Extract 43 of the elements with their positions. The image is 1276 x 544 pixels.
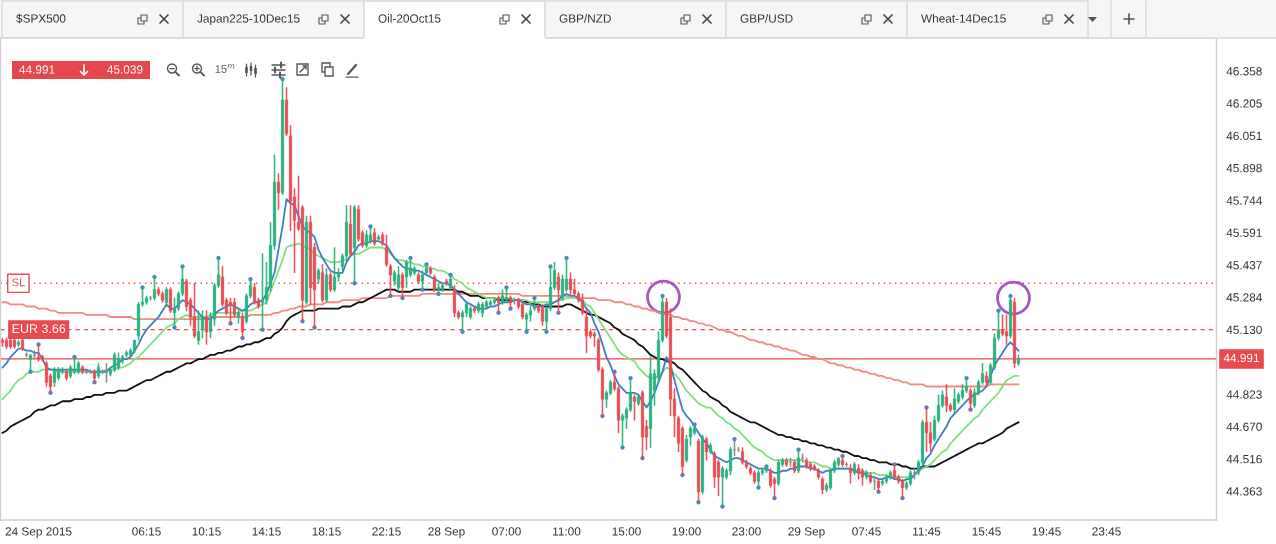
x-tick-label: 11:00 <box>553 527 581 536</box>
x-tick-label: 23:45 <box>1092 527 1121 536</box>
text: Japan225-10Dec15 <box>197 14 300 25</box>
y-tick-label: 45.130 <box>1226 325 1262 335</box>
x-tick-label: 28 Sep <box>428 527 465 538</box>
text: Oil-20Oct15 <box>378 14 441 23</box>
x-tick-label: 22:15 <box>372 527 401 536</box>
annotation: 45.039 <box>107 65 143 74</box>
text: GBP/NZD <box>559 14 611 23</box>
text: GBP/USD <box>740 14 793 23</box>
y-tick-label: 46.205 <box>1226 99 1262 108</box>
ref-line-label: SL <box>12 278 25 287</box>
y-tick-label: 45.898 <box>1226 163 1262 173</box>
x-tick-label: 10:15 <box>192 527 221 536</box>
x-tick-label: 11:45 <box>913 527 941 536</box>
x-tick-label: 07:45 <box>852 527 881 536</box>
y-tick-label: 45.744 <box>1226 196 1262 205</box>
y-tick-label: 45.591 <box>1226 228 1262 237</box>
x-tick-label: 15:45 <box>972 527 1001 536</box>
x-tick-label: 19:00 <box>672 527 701 536</box>
y-tick-label: 46.358 <box>1226 67 1262 76</box>
x-tick-label: 23:00 <box>732 527 761 536</box>
ref-line-label: 44.991 <box>1223 353 1259 363</box>
y-tick-label: 45.284 <box>1226 293 1262 302</box>
x-tick-label: 06:15 <box>132 527 161 536</box>
y-tick-label: 44.516 <box>1226 454 1262 464</box>
x-tick-label: 07:00 <box>492 527 521 536</box>
x-tick-label: 15:00 <box>612 527 641 536</box>
text: $SPX500 <box>16 13 66 24</box>
x-tick-label: 29 Sep <box>788 527 825 538</box>
x-tick-label: 14:15 <box>252 527 281 536</box>
y-tick-label: 44.670 <box>1226 422 1262 431</box>
x-tick-label: 24 Sep 2015 <box>5 527 72 538</box>
ref-line-label: EUR 3.66 <box>12 324 66 333</box>
y-tick-label: 44.363 <box>1226 487 1262 496</box>
text: Wheat-14Dec15 <box>921 14 1006 23</box>
x-tick-label: 19:45 <box>1032 527 1061 536</box>
annotation: 44.991 <box>19 65 55 74</box>
y-tick-label: 44.823 <box>1226 390 1262 399</box>
annotation: 15$^{m}$ <box>215 64 235 73</box>
y-tick-label: 46.051 <box>1226 131 1262 141</box>
y-tick-label: 45.437 <box>1226 261 1262 270</box>
x-tick-label: 18:15 <box>312 527 341 536</box>
